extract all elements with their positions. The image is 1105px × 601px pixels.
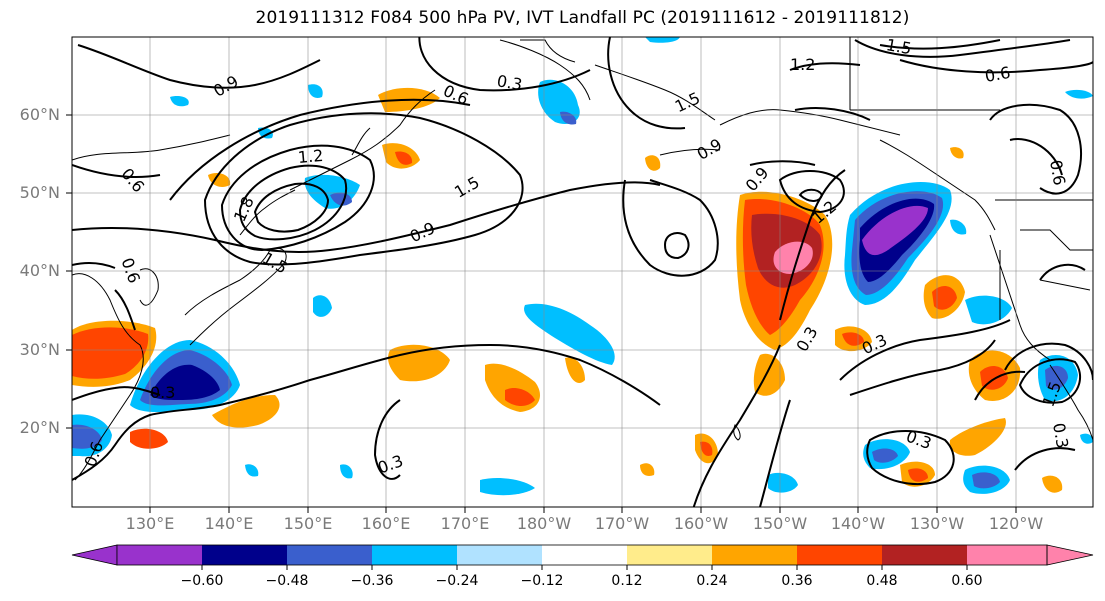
- coastline-layer: [72, 39, 1093, 481]
- colorbar-tick-label: 0.36: [781, 573, 813, 589]
- lon-label-170e: 170°E: [440, 514, 490, 533]
- colorbar-bin: [882, 545, 967, 565]
- colorbar-bin: [712, 545, 797, 565]
- positive-anomaly-region: [645, 155, 661, 171]
- lat-label-30n: 30°N: [19, 340, 60, 359]
- positive-anomaly-region: [130, 428, 168, 449]
- colorbar-tick-label: 0.60: [951, 573, 983, 589]
- negative-anomaly-region: [313, 295, 332, 317]
- contour-label: 0.6: [1046, 158, 1069, 186]
- lon-label-160w: 160°W: [673, 514, 729, 533]
- negative-anomaly-region: [972, 472, 1000, 489]
- positive-anomaly-region: [505, 388, 535, 406]
- colorbar-bin: [627, 545, 712, 565]
- lon-label-140w: 140°W: [830, 514, 886, 533]
- contour-label: 0.6: [983, 63, 1011, 86]
- pv-contour-layer: [72, 37, 1093, 507]
- map-background: [72, 37, 1093, 507]
- colorbar-tick-label: −0.48: [265, 573, 309, 589]
- contour-label: 0.3: [150, 383, 175, 402]
- colorbar-tick-label: 0.24: [696, 573, 728, 589]
- colorbar-high-extension: [1046, 544, 1094, 566]
- border-layer: [849, 37, 1093, 320]
- negative-anomaly-region: [72, 424, 102, 449]
- map-frame: [71, 36, 1094, 508]
- colorbar-tick-label: −0.24: [435, 573, 479, 589]
- negative-anomaly-region: [150, 364, 220, 400]
- lon-label-150e: 150°E: [283, 514, 333, 533]
- colorbar: [71, 544, 1094, 570]
- colorbar-tick-label: −0.36: [350, 573, 394, 589]
- positive-anomaly-region: [640, 463, 655, 476]
- positive-anomaly-region: [950, 147, 964, 159]
- negative-anomaly-region: [768, 472, 798, 493]
- contour-label: 1.5: [885, 35, 913, 58]
- colorbar-tick-label: −0.60: [180, 573, 224, 589]
- lat-label-60n: 60°N: [19, 105, 60, 124]
- colorbar-bin: [372, 545, 457, 565]
- negative-anomaly-region: [1080, 433, 1093, 444]
- colorbar-bin: [117, 545, 202, 565]
- colorbar-tick-label: 0.12: [611, 573, 643, 589]
- negative-anomaly-region: [950, 219, 967, 235]
- negative-anomaly-region: [872, 448, 898, 463]
- negative-anomaly-region: [170, 95, 189, 107]
- lon-label-120w: 120°W: [988, 514, 1044, 533]
- positive-anomaly-region: [949, 418, 1006, 456]
- colorbar-tick-label: 0.48: [866, 573, 898, 589]
- negative-anomaly-region: [308, 84, 323, 98]
- colorbar-bin: [287, 545, 372, 565]
- lon-label-140e: 140°E: [204, 514, 254, 533]
- contour-label: 0.3: [1049, 421, 1072, 449]
- contour-label: 1.2: [297, 146, 324, 167]
- positive-anomaly-region: [908, 468, 928, 482]
- axis-ticks: [66, 114, 1017, 513]
- positive-anomaly-region: [842, 332, 864, 346]
- negative-anomaly-region: [645, 37, 680, 43]
- lon-label-180w: 180°W: [516, 514, 572, 533]
- negative-anomaly-region: [245, 464, 259, 477]
- lat-label-40n: 40°N: [19, 261, 60, 280]
- lon-label-150w: 150°W: [752, 514, 808, 533]
- negative-anomaly-region: [1065, 89, 1093, 99]
- positive-anomaly-region: [72, 327, 149, 379]
- colorbar-bin: [797, 545, 882, 565]
- positive-anomaly-region: [932, 286, 957, 310]
- positive-anomaly-region: [700, 441, 713, 456]
- colorbar-bin: [967, 545, 1047, 565]
- positive-anomaly-region: [565, 357, 585, 384]
- negative-anomaly-region: [862, 205, 928, 256]
- positive-anomaly-region: [753, 353, 785, 396]
- lat-label-20n: 20°N: [19, 418, 60, 437]
- lon-label-130w: 130°W: [909, 514, 965, 533]
- colorbar-bin: [457, 545, 542, 565]
- colorbar-tick-label: −0.12: [520, 573, 564, 589]
- colorbar-bin: [202, 545, 287, 565]
- colorbar-low-extension: [71, 544, 118, 566]
- negative-anomaly-region: [480, 477, 535, 496]
- lat-label-50n: 50°N: [19, 183, 60, 202]
- colorbar-outline: [116, 544, 1048, 566]
- positive-anomaly-region: [395, 151, 413, 165]
- lon-label-130e: 130°E: [125, 514, 175, 533]
- contour-label: 0.3: [495, 71, 523, 94]
- positive-anomaly-region: [773, 241, 813, 274]
- negative-anomaly-region: [330, 192, 352, 206]
- negative-anomaly-region: [340, 464, 353, 479]
- lon-label-160e: 160°E: [361, 514, 411, 533]
- lon-label-170w: 170°W: [594, 514, 650, 533]
- colorbar-bin: [542, 545, 627, 565]
- map-title: 2019111312 F084 500 hPa PV, IVT Landfall…: [255, 8, 910, 28]
- positive-anomaly-region: [1042, 475, 1063, 493]
- contour-label: 1.2: [790, 55, 815, 74]
